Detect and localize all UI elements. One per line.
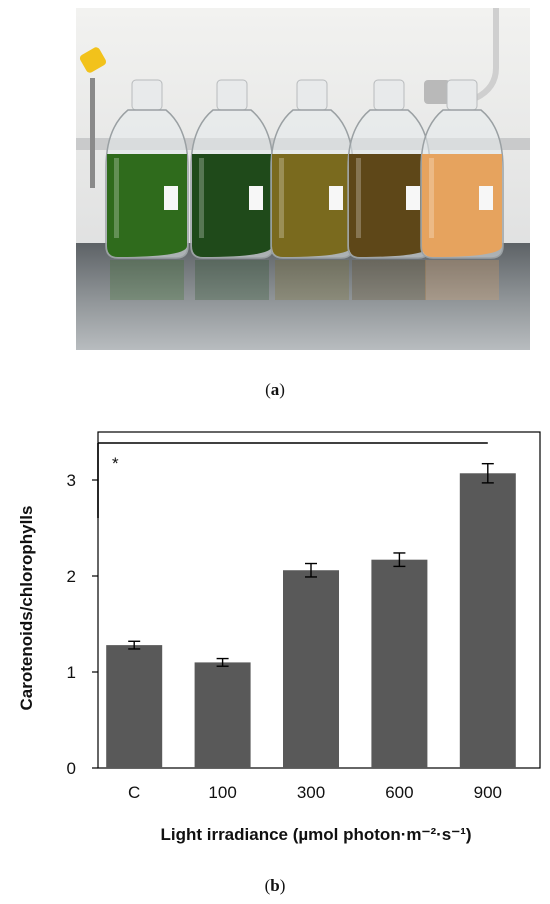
bottle-reflection bbox=[195, 260, 269, 300]
carotenoid-chart: 0 1 2 3 C 100 300 600 900 * Carotenoids/chlorophyl… bbox=[0, 418, 550, 868]
caption-a: (a) bbox=[265, 380, 285, 399]
bottle-label bbox=[164, 186, 178, 210]
significance-marker: * bbox=[112, 454, 119, 473]
bottle-cap bbox=[373, 79, 405, 111]
x-tick-label: 300 bbox=[297, 783, 325, 802]
bar bbox=[371, 559, 428, 768]
caption-b: (b) bbox=[264, 876, 286, 895]
bottle bbox=[347, 79, 431, 300]
x-tick-label: 900 bbox=[474, 783, 502, 802]
bottle-cap bbox=[131, 79, 163, 111]
bar bbox=[106, 645, 163, 768]
right-tubing bbox=[474, 8, 499, 101]
bottle-highlight bbox=[114, 158, 119, 238]
bottle bbox=[270, 79, 354, 300]
y-tick-label: 3 bbox=[67, 471, 76, 490]
bottle bbox=[105, 79, 189, 300]
bottle-label bbox=[249, 186, 263, 210]
bottle-liquid bbox=[192, 154, 272, 257]
bar bbox=[194, 662, 251, 768]
bottles-photo bbox=[76, 8, 530, 350]
bottle bbox=[420, 79, 504, 300]
y-tick-label: 2 bbox=[67, 567, 76, 586]
bar bbox=[459, 473, 516, 768]
bottle-highlight bbox=[356, 158, 361, 238]
y-tick-label: 1 bbox=[67, 663, 76, 682]
bottle-cap bbox=[216, 79, 248, 111]
bottle-highlight bbox=[199, 158, 204, 238]
bottle-liquid bbox=[422, 154, 502, 257]
x-tick-label: 600 bbox=[385, 783, 413, 802]
right-fitting bbox=[424, 80, 450, 104]
bar bbox=[283, 570, 339, 768]
x-tick-label: 100 bbox=[208, 783, 236, 802]
yellow-cap bbox=[79, 47, 107, 73]
bottle-liquid bbox=[272, 154, 352, 257]
photo-bench bbox=[76, 243, 530, 350]
x-tick-label: C bbox=[128, 783, 140, 802]
bottle-cap bbox=[296, 79, 328, 111]
left-stand bbox=[90, 78, 95, 188]
bottle bbox=[190, 79, 274, 300]
bottle-reflection bbox=[275, 260, 349, 300]
bottle-highlight bbox=[279, 158, 284, 238]
bottle-reflection bbox=[425, 260, 499, 300]
bottle-label bbox=[406, 186, 420, 210]
bottle-liquid bbox=[107, 154, 187, 257]
bottle-highlight bbox=[429, 158, 434, 238]
bottle-label bbox=[479, 186, 493, 210]
bottle-reflection bbox=[352, 260, 426, 300]
bottle-cap bbox=[446, 79, 478, 111]
bottle-label bbox=[329, 186, 343, 210]
y-tick-label: 0 bbox=[67, 759, 76, 778]
bottle-liquid bbox=[349, 154, 429, 257]
bottle-reflection bbox=[110, 260, 184, 300]
y-axis-title: Carotenoids/chlorophylls bbox=[17, 506, 36, 711]
x-axis-title: Light irradiance (µmol photon·m⁻²·s⁻¹) bbox=[160, 825, 471, 844]
